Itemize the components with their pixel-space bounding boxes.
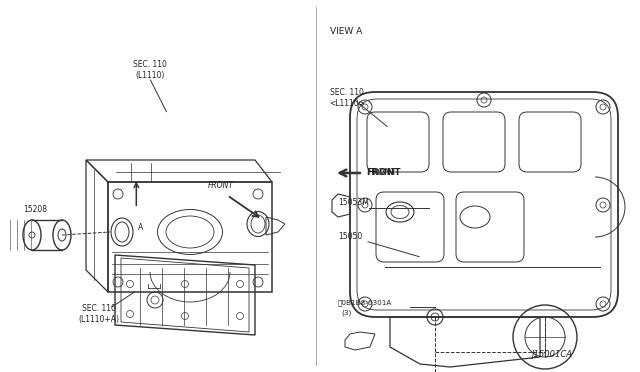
Text: 15208: 15208 — [23, 205, 47, 214]
Text: 15050: 15050 — [338, 232, 362, 241]
Text: (3): (3) — [341, 310, 351, 316]
Text: FRONT: FRONT — [366, 169, 401, 177]
Text: SEC. 110: SEC. 110 — [134, 60, 167, 69]
Text: Ⓑ0B1B8-6301A: Ⓑ0B1B8-6301A — [338, 299, 392, 306]
Text: SEC. 110: SEC. 110 — [330, 88, 364, 97]
Text: A: A — [138, 223, 143, 232]
Text: J15001CA: J15001CA — [532, 350, 573, 359]
Text: SEC. 110: SEC. 110 — [83, 304, 116, 312]
Text: FRONT: FRONT — [208, 181, 234, 190]
Text: (L1110+A): (L1110+A) — [79, 315, 120, 324]
Text: 15053M: 15053M — [338, 198, 369, 206]
Text: (L1110): (L1110) — [136, 71, 165, 80]
Text: VIEW A: VIEW A — [330, 27, 362, 36]
Text: <L1110>: <L1110> — [330, 99, 365, 108]
Text: FRONT: FRONT — [366, 169, 397, 177]
